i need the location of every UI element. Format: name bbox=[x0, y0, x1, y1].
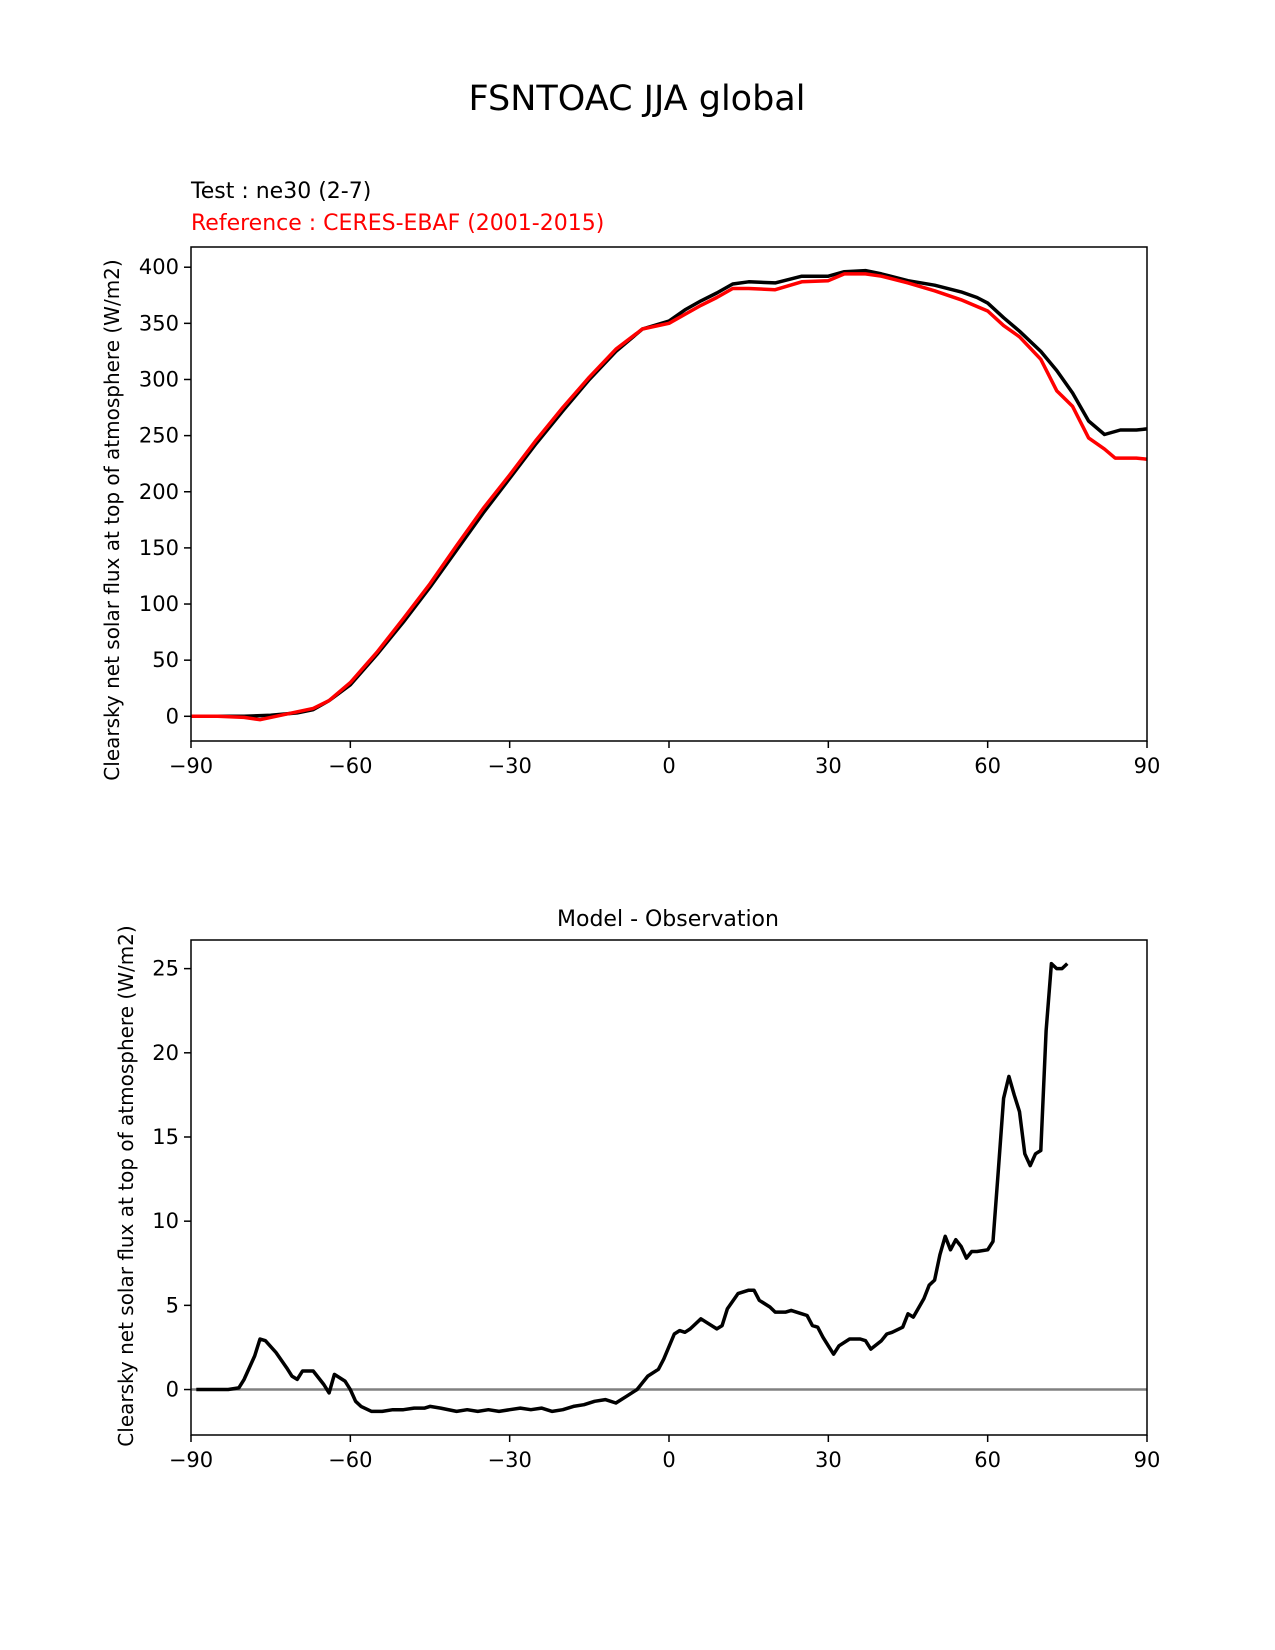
reference-series-line bbox=[191, 272, 1148, 722]
y-tick-label: 400 bbox=[139, 255, 179, 279]
y-ticks: 0 5 10 15 20 25 bbox=[152, 957, 191, 1402]
x-tick-label: −30 bbox=[488, 754, 532, 778]
x-tick-label: 60 bbox=[974, 754, 1001, 778]
y-axis-label: Clearsky net solar flux at top of atmosp… bbox=[114, 925, 138, 1446]
series-lines bbox=[191, 268, 1148, 722]
y-ticks: 0 50 100 150 200 250 300 350 400 bbox=[139, 255, 191, 728]
plot-frame bbox=[190, 939, 1148, 1436]
x-tick-label: 30 bbox=[815, 754, 842, 778]
x-tick-label: 90 bbox=[1134, 1448, 1161, 1472]
y-tick-label: 50 bbox=[152, 648, 179, 672]
y-tick-label: 0 bbox=[166, 1378, 179, 1402]
x-tick-label: −90 bbox=[169, 1448, 213, 1472]
figure-suptitle: FSNTOAC JJA global bbox=[469, 79, 806, 119]
y-tick-label: 200 bbox=[139, 480, 179, 504]
x-ticks: −90 −60 −30 0 30 60 90 bbox=[169, 1435, 1161, 1472]
reference-label: Reference : CERES-EBAF (2001-2015) bbox=[191, 211, 604, 236]
x-tick-label: 30 bbox=[815, 1448, 842, 1472]
difference-chart: Model - Observation −90 −60 −30 0 30 60 90 0 5 1… bbox=[114, 907, 1160, 1472]
y-tick-label: 20 bbox=[152, 1041, 179, 1065]
y-tick-label: 25 bbox=[152, 957, 179, 981]
y-tick-label: 10 bbox=[152, 1209, 179, 1233]
x-tick-label: 60 bbox=[974, 1448, 1001, 1472]
difference-title: Model - Observation bbox=[557, 907, 779, 932]
y-tick-label: 350 bbox=[139, 311, 179, 335]
test-series-line bbox=[196, 961, 1069, 1414]
x-tick-label: 90 bbox=[1134, 754, 1161, 778]
y-tick-label: 150 bbox=[139, 536, 179, 560]
x-tick-label: −30 bbox=[488, 1448, 532, 1472]
x-tick-label: 0 bbox=[662, 1448, 675, 1472]
x-ticks: −90 −60 −30 0 30 60 90 bbox=[169, 741, 1161, 778]
test-series-line bbox=[191, 268, 1148, 719]
x-tick-label: −90 bbox=[169, 754, 213, 778]
x-tick-label: −60 bbox=[328, 754, 372, 778]
x-tick-label: 0 bbox=[662, 754, 675, 778]
series-lines bbox=[196, 961, 1069, 1414]
y-tick-label: 300 bbox=[139, 367, 179, 391]
test-label: Test : ne30 (2-7) bbox=[190, 179, 371, 204]
y-tick-label: 15 bbox=[152, 1125, 179, 1149]
y-tick-label: 5 bbox=[166, 1293, 179, 1317]
y-tick-label: 0 bbox=[166, 704, 179, 728]
x-tick-label: −60 bbox=[328, 1448, 372, 1472]
plot-frame bbox=[190, 246, 1148, 742]
y-axis-label: Clearsky net solar flux at top of atmosp… bbox=[100, 259, 124, 780]
flux-chart: Test : ne30 (2-7) Reference : CERES-EBAF… bbox=[100, 179, 1160, 781]
y-tick-label: 250 bbox=[139, 424, 179, 448]
y-tick-label: 100 bbox=[139, 592, 179, 616]
